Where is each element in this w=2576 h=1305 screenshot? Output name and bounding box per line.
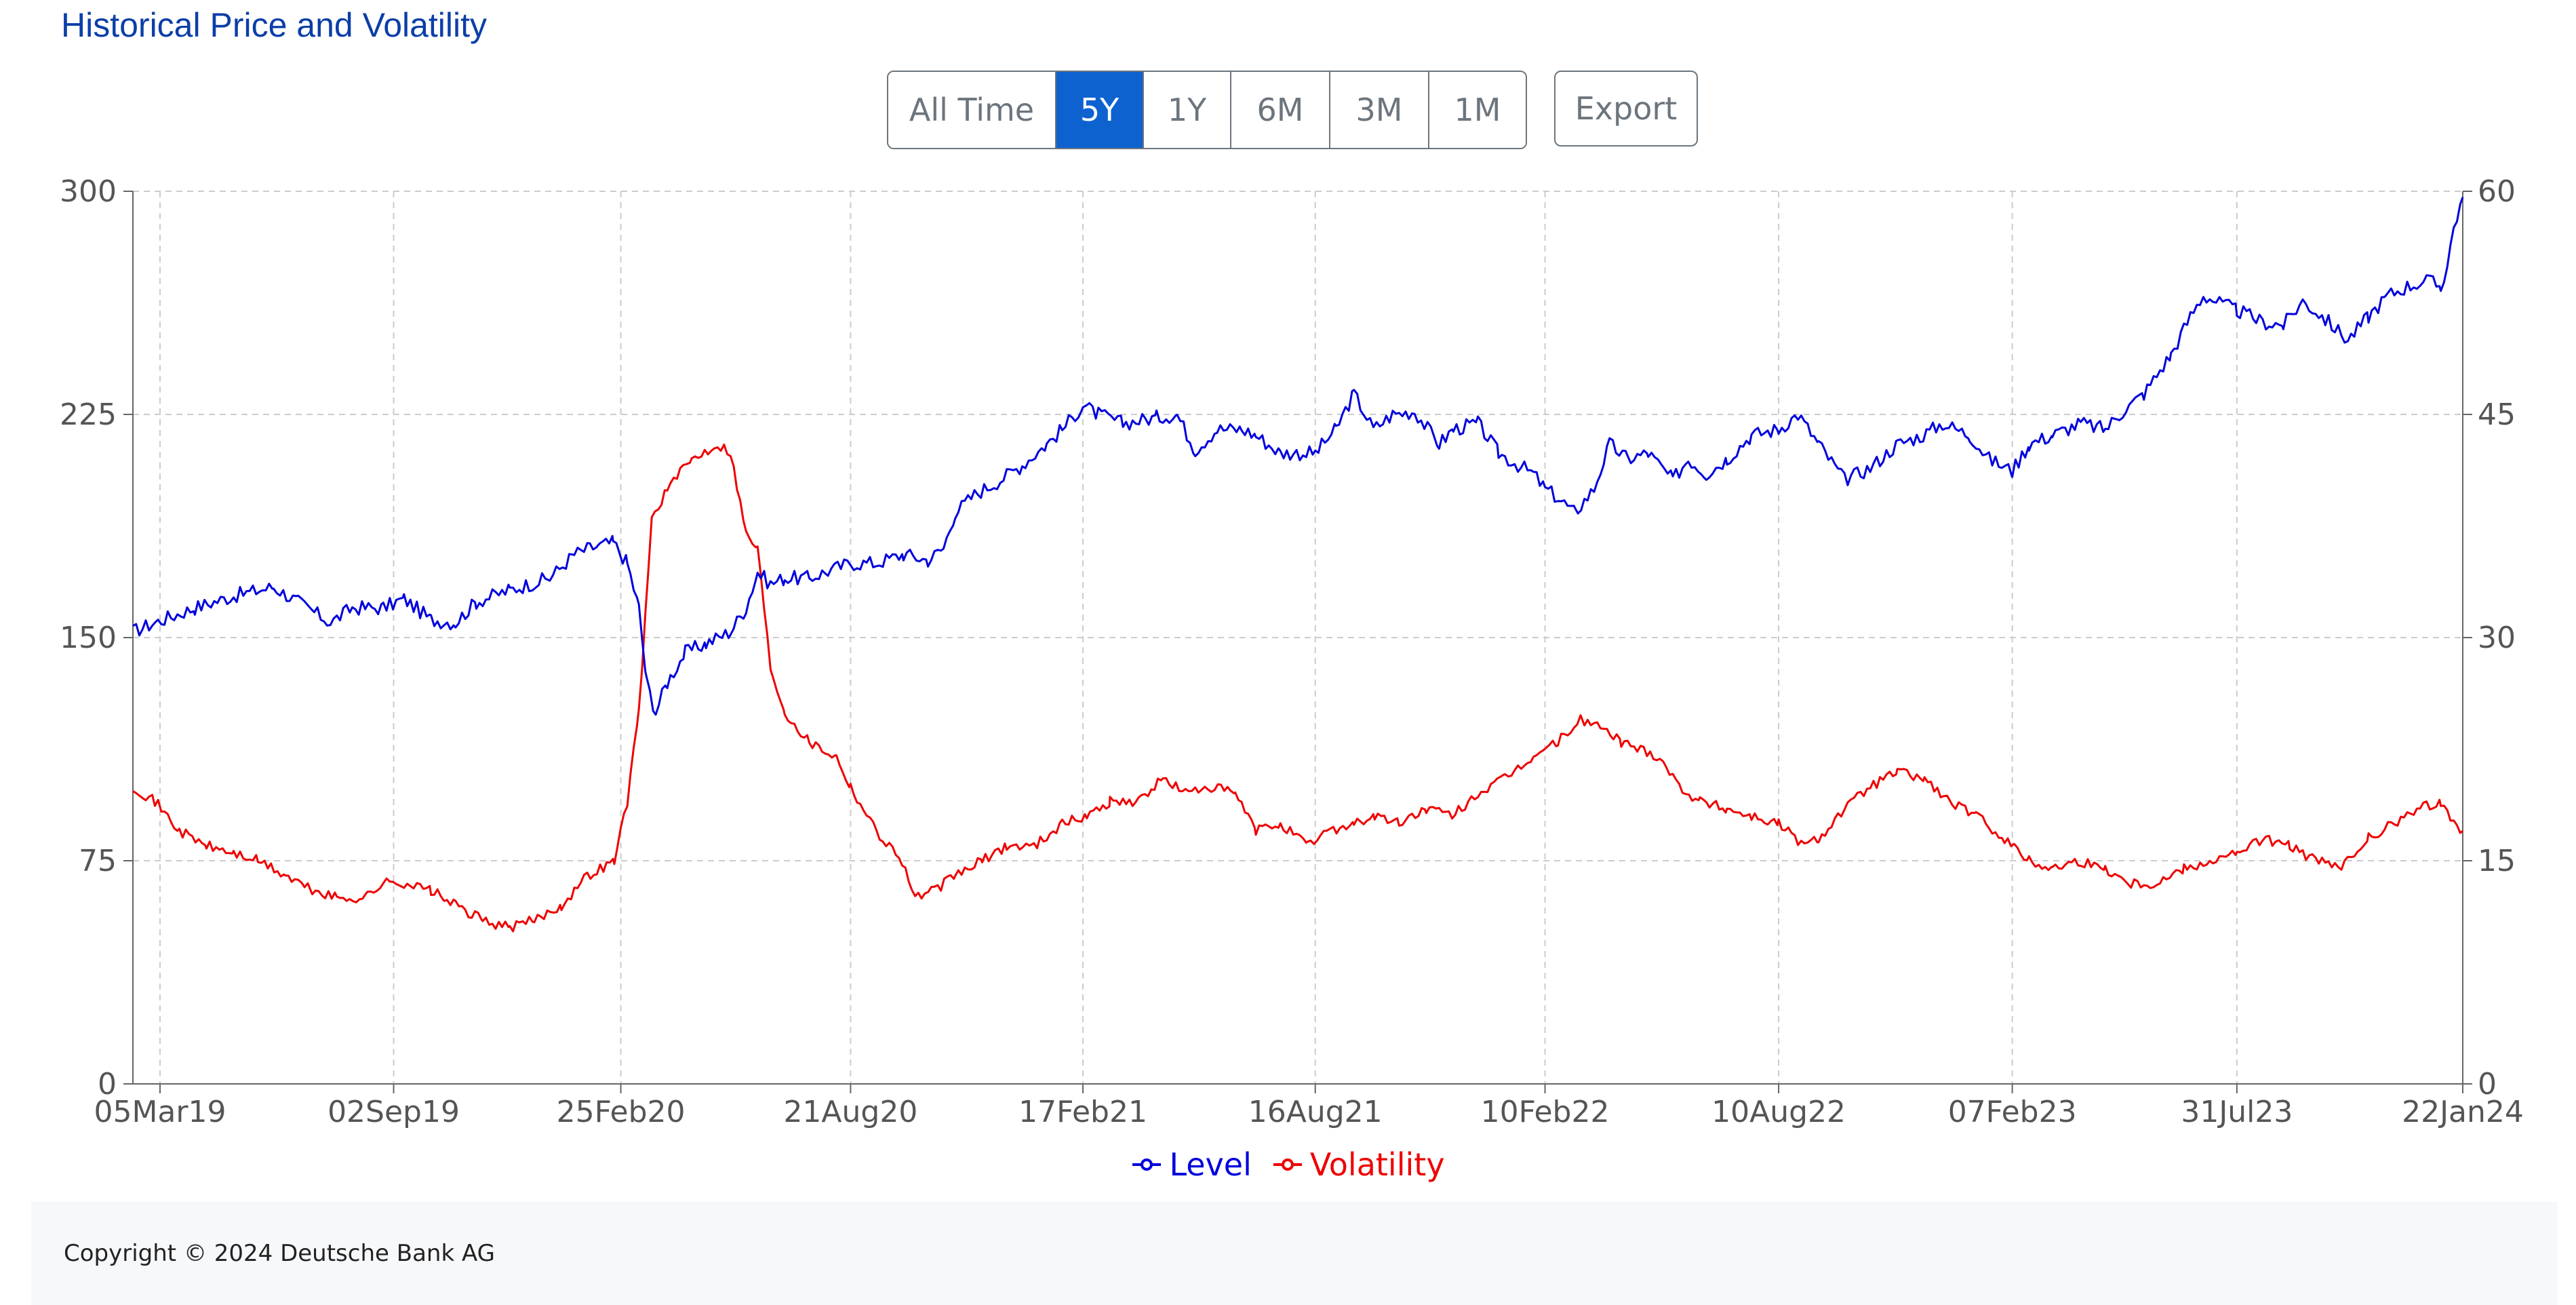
x-tick-label: 10Feb22 xyxy=(1481,1095,1610,1129)
y-left-tick-label: 75 xyxy=(79,844,117,878)
x-tick-label: 02Sep19 xyxy=(328,1095,460,1129)
range-button-1y[interactable]: 1Y xyxy=(1144,72,1231,148)
y-left-tick-label: 0 xyxy=(98,1067,117,1102)
legend-item-level[interactable]: Level xyxy=(1131,1146,1252,1183)
chart-title: Historical Price and Volatility xyxy=(61,6,488,44)
x-tick-label: 07Feb23 xyxy=(1948,1095,2077,1129)
legend-level-marker-icon xyxy=(1132,1158,1162,1171)
range-button-5y[interactable]: 5Y xyxy=(1056,72,1144,148)
chart-legend: Level Volatility xyxy=(0,1146,2576,1183)
y-left-tick-label: 300 xyxy=(60,174,117,209)
range-button-group: All Time 5Y 1Y 6M 3M 1M xyxy=(887,71,1527,149)
copyright-text: Copyright © 2024 Deutsche Bank AG xyxy=(64,1240,495,1267)
y-right-tick-label: 60 xyxy=(2478,174,2516,209)
range-button-6m[interactable]: 6M xyxy=(1231,72,1330,148)
x-tick-label: 25Feb20 xyxy=(557,1095,686,1129)
series-line-volatility xyxy=(132,444,2463,933)
y-right-tick-label: 15 xyxy=(2478,844,2516,878)
x-tick-label: 22Jan24 xyxy=(2402,1095,2524,1129)
series-line-level xyxy=(132,197,2464,716)
y-left-tick-label: 225 xyxy=(60,397,117,432)
x-tick-label: 16Aug21 xyxy=(1248,1095,1383,1129)
legend-level-label: Level xyxy=(1169,1146,1252,1183)
y-right-tick-label: 45 xyxy=(2478,397,2516,432)
x-tick-label: 10Aug22 xyxy=(1711,1095,1846,1129)
x-tick-label: 21Aug20 xyxy=(783,1095,917,1129)
x-tick-label: 31Jul23 xyxy=(2181,1095,2293,1129)
range-button-all-time[interactable]: All Time xyxy=(888,72,1056,148)
legend-item-volatility[interactable]: Volatility xyxy=(1272,1146,1445,1183)
range-button-1m[interactable]: 1M xyxy=(1429,72,1526,148)
x-tick-label: 05Mar19 xyxy=(94,1095,226,1129)
range-button-3m[interactable]: 3M xyxy=(1330,72,1429,148)
legend-volatility-marker-icon xyxy=(1273,1158,1302,1171)
export-button[interactable]: Export xyxy=(1554,71,1698,147)
y-right-tick-label: 30 xyxy=(2478,621,2516,655)
footer: Copyright © 2024 Deutsche Bank AG xyxy=(31,1202,2558,1305)
price-volatility-chart: 0 75 150 225 300 0 15 30 45 60 05Mar19 02Sep19 25Feb… xyxy=(60,174,2524,1129)
x-tick-label: 17Feb21 xyxy=(1018,1095,1147,1129)
y-right-tick-label: 0 xyxy=(2478,1067,2497,1102)
legend-volatility-label: Volatility xyxy=(1309,1146,1445,1183)
y-left-tick-label: 150 xyxy=(60,621,117,655)
